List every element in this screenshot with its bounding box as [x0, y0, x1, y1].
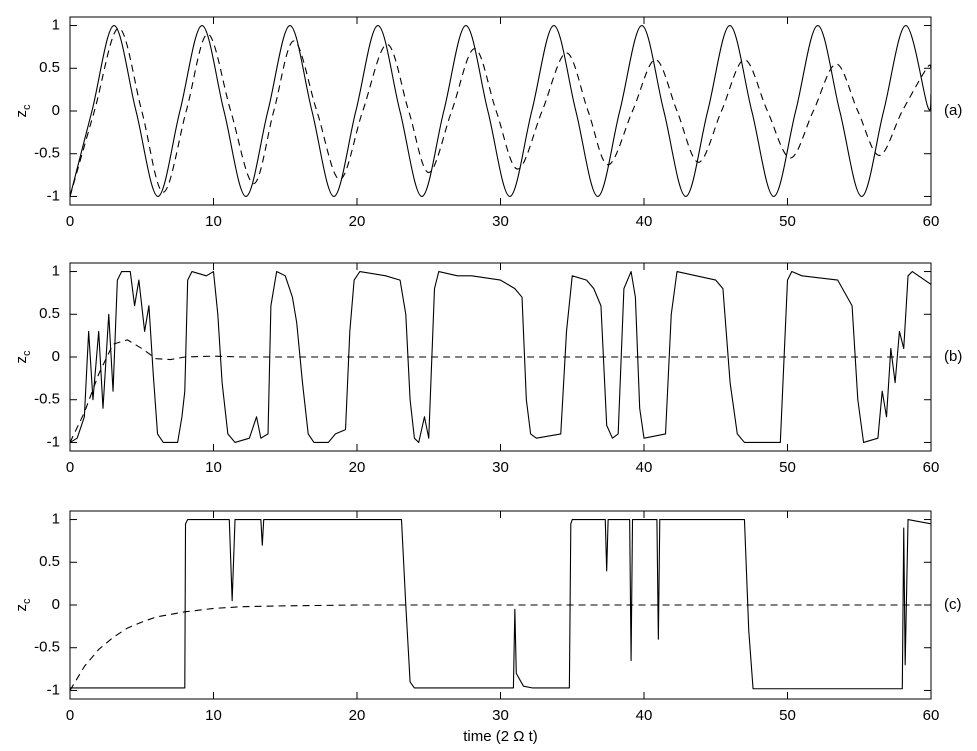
y-tick-label: 0.5 [39, 59, 60, 76]
x-tick-label: 20 [349, 707, 366, 724]
y-tick-label: 0 [52, 102, 60, 119]
x-tick-label: 0 [66, 459, 74, 476]
x-tick-label: 50 [779, 707, 796, 724]
y-tick-label: -0.5 [34, 391, 60, 408]
series-line [70, 24, 931, 198]
panel-label: (b) [944, 348, 962, 365]
y-tick-label: -0.5 [34, 639, 60, 656]
y-tick-label: 1 [52, 263, 60, 280]
x-tick-label: 10 [205, 707, 222, 724]
series-line [70, 27, 931, 197]
y-axis-label: zc [13, 598, 33, 612]
y-tick-label: 0.5 [39, 553, 60, 570]
y-tick-label: 1 [52, 17, 60, 34]
series-line [70, 518, 931, 690]
x-tick-label: 20 [349, 213, 366, 230]
y-axis-label-main: z [13, 110, 30, 118]
x-tick-label: 40 [636, 459, 653, 476]
y-tick-label: 0.5 [39, 305, 60, 322]
y-tick-label: 0 [52, 596, 60, 613]
y-tick-label: 1 [52, 511, 60, 528]
y-axis-label: zc [13, 104, 33, 118]
plot-area [70, 518, 931, 691]
x-tick-label: 50 [779, 459, 796, 476]
y-axis-label: zc [13, 350, 33, 364]
y-tick-label: -1 [47, 187, 60, 204]
series-line [70, 339, 931, 443]
y-tick-label: -0.5 [34, 145, 60, 162]
axes-box [69, 262, 932, 452]
x-tick-label: 40 [636, 707, 653, 724]
x-tick-label: 0 [66, 213, 74, 230]
y-axis-label-main: z [13, 356, 30, 364]
x-tick-label: 10 [205, 459, 222, 476]
y-axis-label-sub: c [21, 598, 33, 604]
x-tick-label: 0 [66, 707, 74, 724]
plot-area [70, 24, 931, 198]
y-tick-label: -1 [47, 681, 60, 698]
x-tick-label: 50 [779, 213, 796, 230]
x-tick-label: 30 [492, 459, 509, 476]
y-axis-label-sub: c [21, 350, 33, 356]
x-tick-label: 20 [349, 459, 366, 476]
x-tick-label: 40 [636, 213, 653, 230]
plot-area [70, 270, 931, 444]
y-tick-label: 0 [52, 348, 60, 365]
x-tick-label: 30 [492, 213, 509, 230]
x-tick-label: 30 [492, 707, 509, 724]
x-axis-label: time (2 Ω t) [463, 728, 538, 745]
series-line [70, 604, 931, 691]
x-tick-label: 10 [205, 213, 222, 230]
axes-box [69, 16, 932, 206]
panel-label: (c) [944, 596, 962, 613]
y-axis-label-main: z [13, 604, 30, 612]
series-line [70, 270, 931, 444]
y-axis-label-sub: c [21, 104, 33, 110]
y-tick-label: -1 [47, 433, 60, 450]
x-tick-label: 60 [923, 459, 940, 476]
axes-box [69, 510, 932, 700]
x-tick-label: 60 [923, 707, 940, 724]
panel-label: (a) [944, 102, 962, 119]
x-tick-label: 60 [923, 213, 940, 230]
